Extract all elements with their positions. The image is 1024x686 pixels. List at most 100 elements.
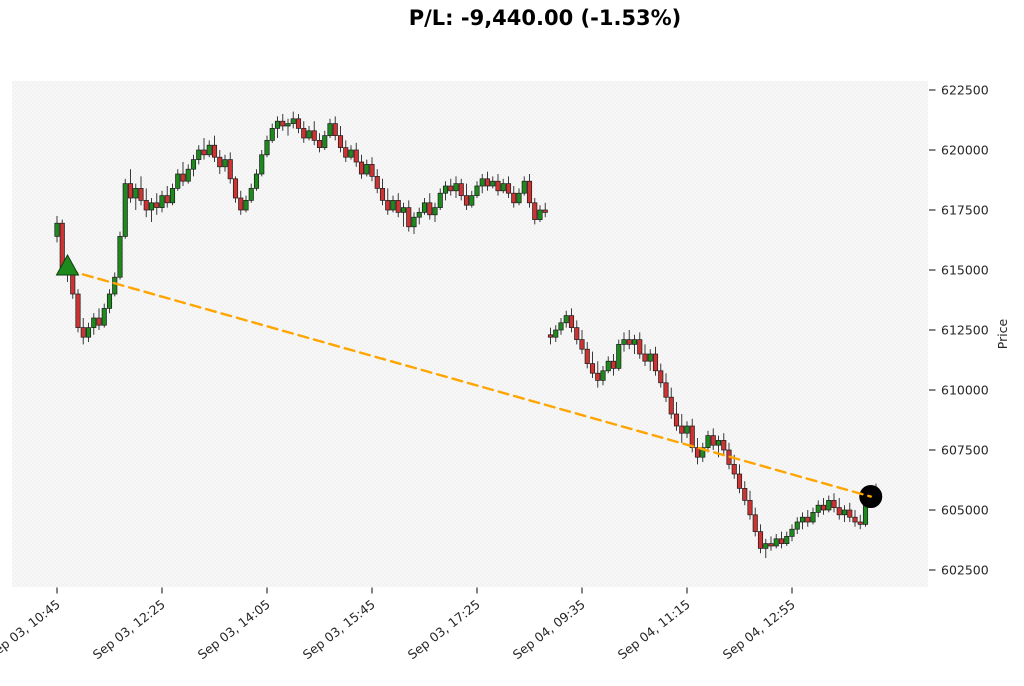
candle-body-up	[327, 123, 333, 136]
candle	[663, 373, 669, 402]
candle-body-up	[364, 164, 370, 175]
candle-body-down	[154, 202, 160, 208]
candle	[127, 169, 134, 203]
candle-body-down	[238, 197, 244, 211]
candle	[521, 176, 527, 196]
candle-body-up	[789, 528, 795, 537]
candle-body-down	[295, 118, 302, 129]
candle-body-down	[642, 353, 648, 362]
candle-body-up	[469, 195, 475, 206]
candle	[369, 157, 375, 182]
candle	[238, 190, 244, 215]
candle-body-down	[679, 425, 685, 434]
candle-body-up	[416, 212, 422, 218]
candle	[280, 114, 286, 131]
candle	[75, 289, 81, 333]
candle	[232, 176, 239, 203]
candle-body-up	[54, 222, 60, 237]
candle	[589, 351, 596, 378]
candle-body-down	[710, 435, 716, 446]
candle-body-up	[206, 144, 212, 156]
candle	[427, 193, 433, 220]
candle	[206, 140, 212, 158]
candle-body-up	[264, 140, 270, 156]
candle	[154, 193, 160, 215]
candle	[721, 433, 727, 455]
candle	[411, 212, 417, 234]
candle	[379, 178, 386, 206]
candle-body-up	[133, 188, 139, 199]
candle-body-down	[652, 353, 659, 372]
candle	[568, 308, 575, 333]
candle	[621, 332, 627, 352]
candle	[390, 195, 396, 213]
chart-title: P/L: -9,440.00 (-1.53%)	[408, 6, 682, 30]
candle	[642, 344, 648, 366]
candle-body-up	[799, 516, 806, 523]
candle	[385, 188, 391, 215]
candle	[327, 118, 333, 138]
candle	[463, 183, 470, 210]
candle	[222, 154, 228, 172]
candle	[773, 534, 779, 549]
candle-body-down	[574, 327, 580, 340]
candle-body-up	[558, 322, 564, 331]
candle-body-down	[201, 149, 207, 156]
candle-body-down	[736, 473, 743, 489]
candle	[374, 169, 380, 194]
candle-body-up	[306, 130, 312, 139]
candle-body-down	[369, 164, 375, 177]
candle-body-up	[117, 236, 123, 278]
candle	[143, 188, 149, 218]
candle	[742, 481, 748, 506]
candle	[542, 202, 548, 218]
candle-body-up	[815, 504, 821, 513]
candle-body-down	[143, 200, 149, 211]
candle	[175, 169, 181, 191]
candle	[631, 334, 638, 354]
candle	[117, 231, 123, 280]
candle-body-up	[91, 317, 97, 328]
candle	[857, 514, 863, 530]
candle	[752, 507, 758, 537]
candle	[626, 330, 632, 350]
candle	[243, 195, 249, 213]
candle-body-down	[484, 178, 491, 187]
candle	[442, 181, 449, 201]
candle-body-up	[631, 339, 638, 345]
candle-body-down	[689, 425, 695, 448]
candle	[421, 198, 428, 215]
candle	[101, 303, 107, 328]
candle	[710, 428, 716, 450]
candle-body-down	[742, 488, 748, 501]
candle	[311, 121, 317, 146]
candle-body-up	[269, 128, 275, 141]
candle-body-down	[301, 128, 307, 139]
entry-marker	[55, 253, 80, 276]
candle-body-down	[694, 447, 701, 458]
candle	[274, 116, 281, 138]
candle-body-up	[243, 200, 249, 211]
candle	[584, 342, 590, 369]
candle	[579, 330, 585, 354]
candle	[164, 186, 170, 208]
candle	[558, 318, 564, 335]
candle	[516, 188, 522, 206]
candle-body-down	[757, 531, 764, 549]
candle-body-up	[474, 185, 480, 196]
candle-body-down	[96, 317, 102, 326]
candle	[185, 164, 191, 184]
candle	[637, 332, 643, 359]
candle-body-down	[778, 538, 785, 544]
candle-body-down	[542, 209, 548, 213]
candle	[547, 327, 554, 345]
y-tick-label: 615000	[941, 262, 989, 277]
x-tick-label: Sep 03, 17:25	[405, 597, 483, 663]
candle	[432, 202, 438, 222]
candle-body-up	[453, 183, 459, 192]
candle-body-down	[511, 192, 517, 204]
y-tick-label: 620000	[941, 142, 989, 157]
candle-body-up	[700, 447, 706, 458]
x-tick-label: Sep 03, 10:45	[0, 597, 63, 663]
candle	[484, 171, 491, 191]
